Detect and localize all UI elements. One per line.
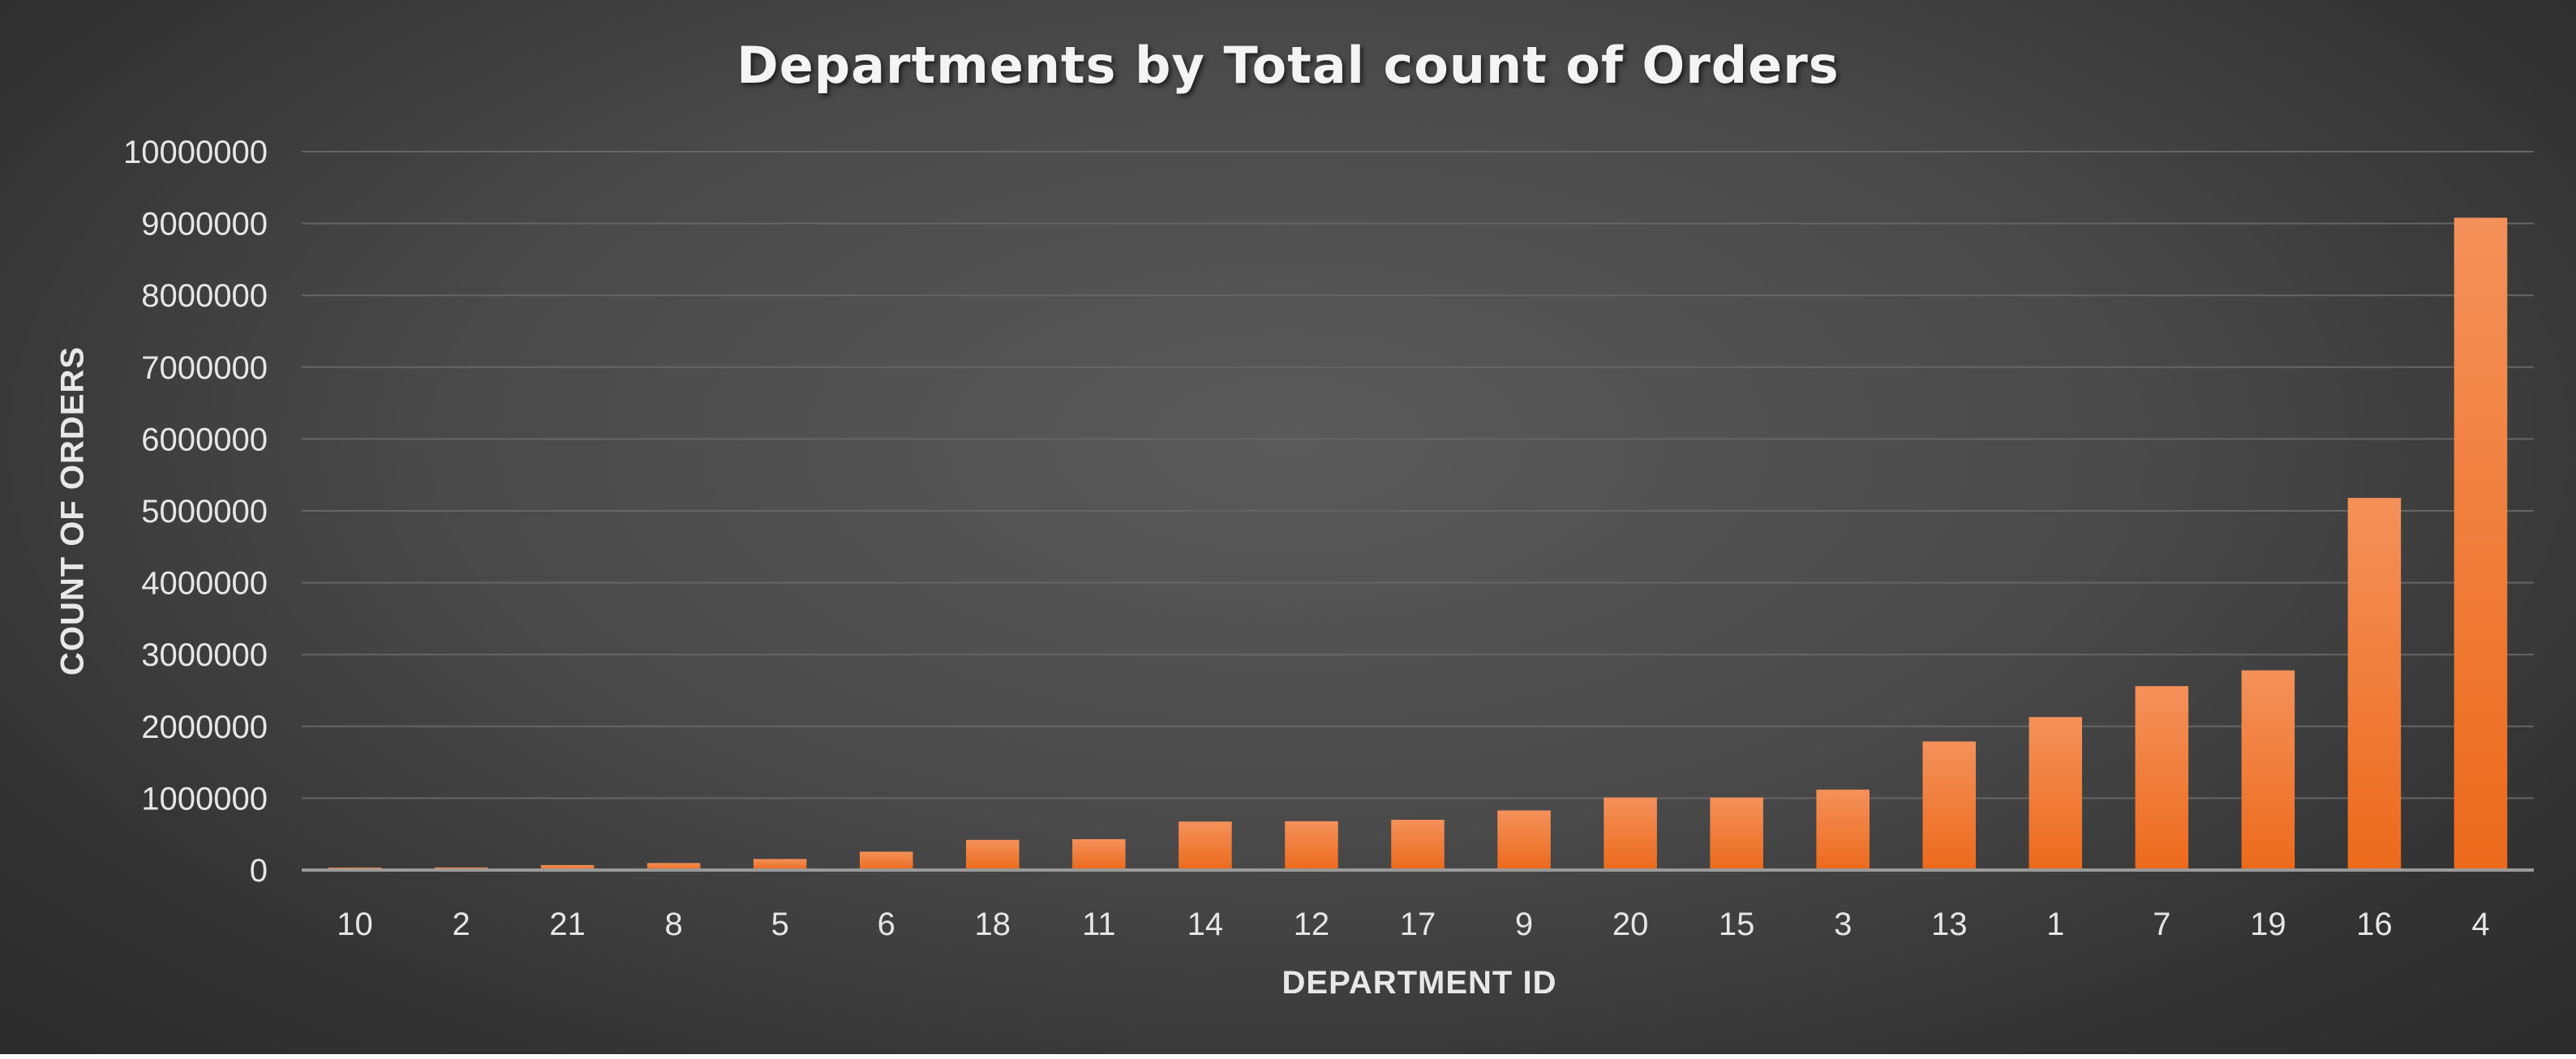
y-tick-label: 2000000	[141, 710, 268, 745]
gridlines	[302, 151, 2534, 800]
bar-department-19	[2241, 670, 2295, 870]
bar-department-15	[1710, 797, 1763, 870]
x-tick-label: 15	[1719, 907, 1755, 942]
y-tick-label: 4000000	[141, 566, 268, 602]
y-tick-label: 0	[250, 853, 268, 889]
y-tick-label: 6000000	[141, 422, 268, 457]
y-tick-label: 3000000	[141, 637, 268, 673]
x-tick-label: 2	[452, 907, 470, 942]
x-tick-label: 10	[337, 907, 373, 942]
x-axis-title: DEPARTMENT ID	[1282, 965, 1557, 1001]
x-tick-label: 21	[549, 907, 586, 942]
bar-department-6	[860, 851, 913, 870]
bar-department-18	[966, 839, 1020, 870]
x-tick-label: 8	[665, 907, 683, 942]
bar-department-7	[2135, 686, 2189, 870]
x-tick-label: 7	[2153, 907, 2170, 942]
bar-department-12	[1285, 821, 1338, 870]
x-axis-ticks: 10 2 21 8 5 6 18 11 14 12 17 9 20 15 3 13 1 7 19 16 4	[337, 907, 2489, 942]
y-tick-label: 5000000	[141, 494, 268, 530]
x-tick-label: 5	[771, 907, 789, 942]
bar-department-13	[1922, 741, 1976, 870]
x-tick-label: 9	[1515, 907, 1533, 942]
x-tick-label: 17	[1400, 907, 1436, 942]
x-tick-label: 11	[1082, 907, 1116, 942]
x-tick-label: 14	[1187, 907, 1224, 942]
x-tick-label: 19	[2250, 907, 2286, 942]
bars	[328, 217, 2508, 871]
x-tick-label: 1	[2046, 907, 2064, 942]
bar-department-4	[2454, 217, 2508, 871]
y-tick-label: 10000000	[123, 135, 268, 170]
x-tick-label: 13	[1931, 907, 1968, 942]
bar-department-21	[540, 864, 595, 870]
bar-department-11	[1072, 838, 1126, 870]
chart-title: Departments by Total count of Orders	[736, 36, 1840, 95]
x-tick-label: 18	[975, 907, 1011, 942]
bar-department-17	[1391, 819, 1445, 870]
bar-department-5	[753, 859, 807, 870]
bar-department-14	[1179, 821, 1232, 870]
y-tick-label: 1000000	[141, 781, 268, 817]
y-tick-label: 9000000	[141, 207, 268, 242]
x-tick-label: 3	[1834, 907, 1852, 942]
bar-department-9	[1497, 810, 1551, 870]
y-tick-label: 7000000	[141, 350, 268, 386]
x-tick-label: 4	[2471, 907, 2489, 942]
bar-department-20	[1604, 797, 1657, 870]
y-tick-label: 8000000	[141, 278, 268, 314]
bar-department-16	[2347, 498, 2402, 870]
x-tick-label: 20	[1612, 907, 1649, 942]
bar-department-1	[2029, 717, 2083, 870]
y-axis-ticks: 0 1000000 2000000 3000000 4000000 5000000 6000…	[123, 135, 268, 889]
bar-department-8	[646, 863, 701, 870]
x-tick-label: 16	[2356, 907, 2393, 942]
x-tick-label: 6	[878, 907, 895, 942]
x-tick-label: 12	[1294, 907, 1330, 942]
bar-department-3	[1816, 789, 1870, 870]
